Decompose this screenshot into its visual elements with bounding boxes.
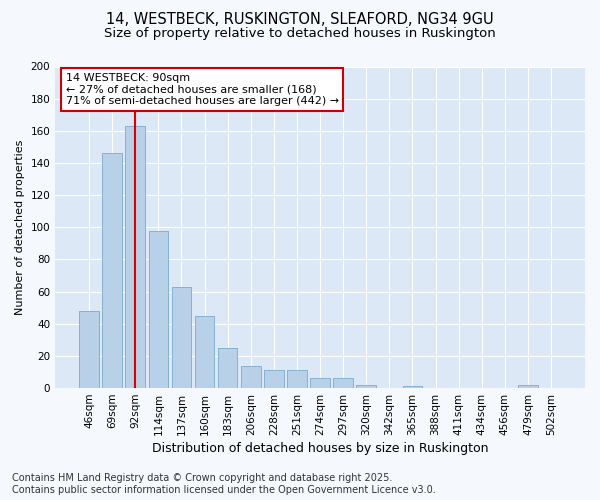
Text: 14, WESTBECK, RUSKINGTON, SLEAFORD, NG34 9GU: 14, WESTBECK, RUSKINGTON, SLEAFORD, NG34… (106, 12, 494, 28)
X-axis label: Distribution of detached houses by size in Ruskington: Distribution of detached houses by size … (152, 442, 488, 455)
Bar (310, 378, 330, 388)
Bar (218, 348, 238, 388)
Bar (172, 287, 191, 388)
Bar (518, 385, 538, 388)
Bar (103, 154, 122, 388)
Bar (287, 370, 307, 388)
Text: Size of property relative to detached houses in Ruskington: Size of property relative to detached ho… (104, 28, 496, 40)
Bar (125, 126, 145, 388)
Bar (264, 370, 284, 388)
Y-axis label: Number of detached properties: Number of detached properties (15, 140, 25, 315)
Bar (79, 311, 99, 388)
Text: 14 WESTBECK: 90sqm
← 27% of detached houses are smaller (168)
71% of semi-detach: 14 WESTBECK: 90sqm ← 27% of detached hou… (66, 73, 339, 106)
Bar (356, 385, 376, 388)
Text: Contains HM Land Registry data © Crown copyright and database right 2025.
Contai: Contains HM Land Registry data © Crown c… (12, 474, 436, 495)
Bar (334, 378, 353, 388)
Bar (403, 386, 422, 388)
Bar (241, 366, 260, 388)
Bar (149, 230, 168, 388)
Bar (195, 316, 214, 388)
